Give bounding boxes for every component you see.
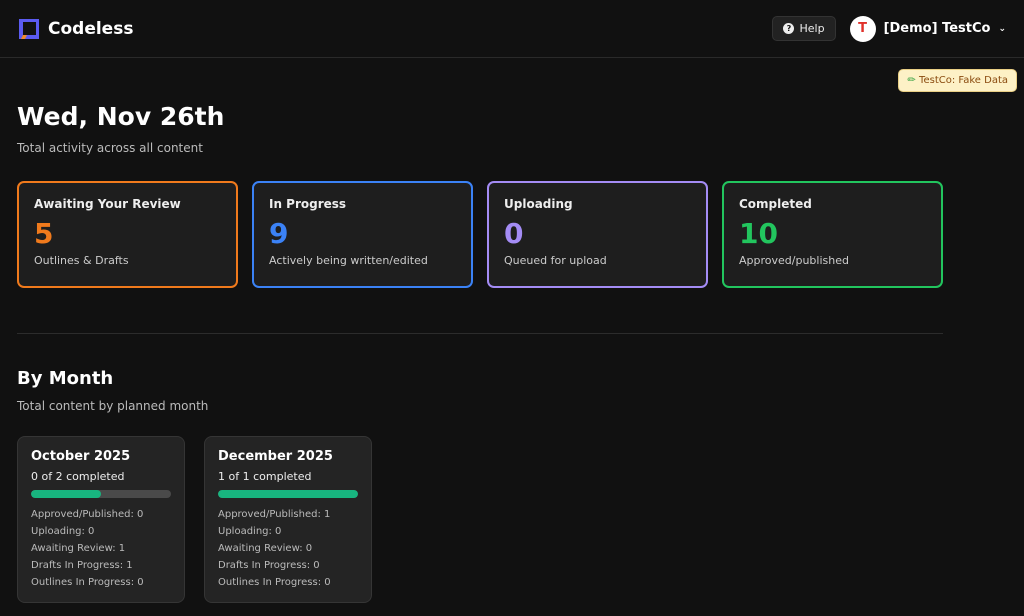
- stat-value: 10: [739, 217, 778, 250]
- month-title: December 2025: [218, 449, 333, 464]
- month-stat: Awaiting Review: 1: [31, 543, 126, 554]
- page-subtitle: Total activity across all content: [17, 141, 203, 155]
- by-month-subtitle: Total content by planned month: [17, 399, 209, 413]
- progress-bar: [31, 490, 171, 498]
- avatar: T: [849, 15, 876, 42]
- org-name: [Demo] TestCo: [883, 21, 991, 36]
- fake-data-badge: ✏ TestCo: Fake Data: [898, 69, 1017, 92]
- progress-fill: [218, 490, 358, 498]
- page-title: Wed, Nov 26th: [17, 102, 225, 131]
- month-card[interactable]: December 2025 1 of 1 completed Approved/Pu…: [204, 436, 372, 603]
- stat-title: In Progress: [269, 197, 347, 211]
- month-stat: Approved/Published: 1: [218, 509, 331, 520]
- question-icon: ?: [783, 23, 795, 34]
- stat-desc: Queued for upload: [504, 254, 607, 267]
- progress-fill: [31, 490, 101, 498]
- stat-value: 5: [34, 217, 54, 250]
- month-title: October 2025: [31, 449, 131, 464]
- month-completed: 1 of 1 completed: [218, 470, 312, 483]
- stat-title: Completed: [739, 197, 812, 211]
- month-stat: Awaiting Review: 0: [218, 543, 313, 554]
- month-stat: Drafts In Progress: 0: [218, 560, 320, 571]
- codeless-logo-icon: [19, 18, 39, 39]
- month-stat: Outlines In Progress: 0: [31, 577, 144, 588]
- stat-desc: Outlines & Drafts: [34, 254, 129, 267]
- stat-card[interactable]: Uploading 0 Queued for upload: [487, 181, 708, 288]
- month-stat: Uploading: 0: [31, 526, 95, 537]
- top-bar: Codeless ? Help T [Demo] TestCo ⌄: [0, 0, 1024, 58]
- chevron-down-icon: ⌄: [998, 23, 1006, 34]
- pencil-icon: ✏: [907, 75, 916, 86]
- month-completed: 0 of 2 completed: [31, 470, 125, 483]
- stat-card[interactable]: In Progress 9 Actively being written/edite…: [252, 181, 473, 288]
- month-stat: Outlines In Progress: 0: [218, 577, 331, 588]
- help-button[interactable]: ? Help: [772, 16, 836, 41]
- stat-value: 9: [269, 217, 289, 250]
- stat-value: 0: [504, 217, 524, 250]
- org-switcher[interactable]: T [Demo] TestCo ⌄: [849, 15, 1006, 42]
- divider: [17, 333, 943, 334]
- help-label: Help: [799, 22, 825, 35]
- month-stat: Drafts In Progress: 1: [31, 560, 133, 571]
- by-month-title: By Month: [17, 368, 114, 389]
- logo[interactable]: Codeless: [18, 18, 133, 40]
- app-name: Codeless: [48, 18, 134, 39]
- month-stat: Approved/Published: 0: [31, 509, 144, 520]
- month-card[interactable]: October 2025 0 of 2 completed Approved/Pub…: [17, 436, 185, 603]
- stat-desc: Actively being written/edited: [269, 254, 428, 267]
- stat-title: Awaiting Your Review: [34, 197, 181, 211]
- badge-label: TestCo: Fake Data: [919, 75, 1008, 86]
- stat-title: Uploading: [504, 197, 573, 211]
- stat-card[interactable]: Completed 10 Approved/published: [722, 181, 943, 288]
- progress-bar: [218, 490, 358, 498]
- month-stat: Uploading: 0: [218, 526, 282, 537]
- stat-card[interactable]: Awaiting Your Review 5 Outlines & Drafts: [17, 181, 238, 288]
- stat-desc: Approved/published: [739, 254, 849, 267]
